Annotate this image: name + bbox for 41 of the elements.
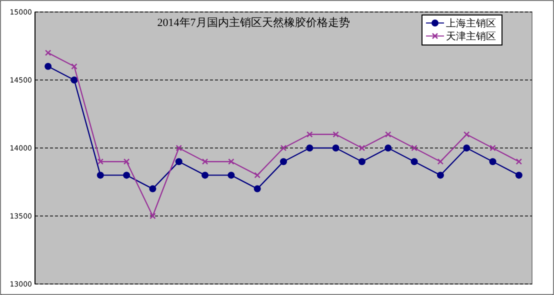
point: [463, 131, 470, 138]
point: [515, 172, 522, 179]
point: [280, 158, 287, 166]
point: [254, 172, 260, 178]
point: [228, 158, 234, 165]
point: [123, 172, 130, 179]
point: [384, 131, 392, 138]
point: [358, 144, 366, 152]
point: [411, 144, 418, 152]
point: [306, 131, 313, 138]
point: [175, 158, 182, 166]
point: [71, 63, 78, 70]
point: [97, 158, 104, 165]
point: [410, 158, 418, 166]
point: [150, 212, 156, 220]
legend-label: 上海主销区: [446, 18, 496, 30]
legend-label: 天津主销区: [446, 30, 496, 42]
point: [332, 144, 340, 152]
point: [490, 144, 496, 152]
point: [123, 158, 130, 165]
point: [489, 158, 496, 166]
point: [202, 158, 208, 165]
point: [96, 172, 104, 179]
point: [384, 144, 392, 152]
point: [516, 158, 522, 165]
point: [280, 144, 287, 152]
point: [437, 158, 444, 165]
point: [176, 144, 182, 152]
point: [254, 185, 261, 192]
text: 2014年7月国内主销区天然橡胶价格走势: [157, 16, 350, 29]
point: [149, 185, 156, 192]
point: [44, 50, 52, 56]
point: [463, 144, 470, 152]
point: [228, 172, 235, 179]
point: [332, 131, 339, 138]
point: [202, 172, 209, 179]
point: [436, 172, 444, 179]
point: [306, 144, 314, 152]
point: [44, 62, 52, 70]
point: [358, 158, 366, 166]
point: [70, 76, 78, 84]
